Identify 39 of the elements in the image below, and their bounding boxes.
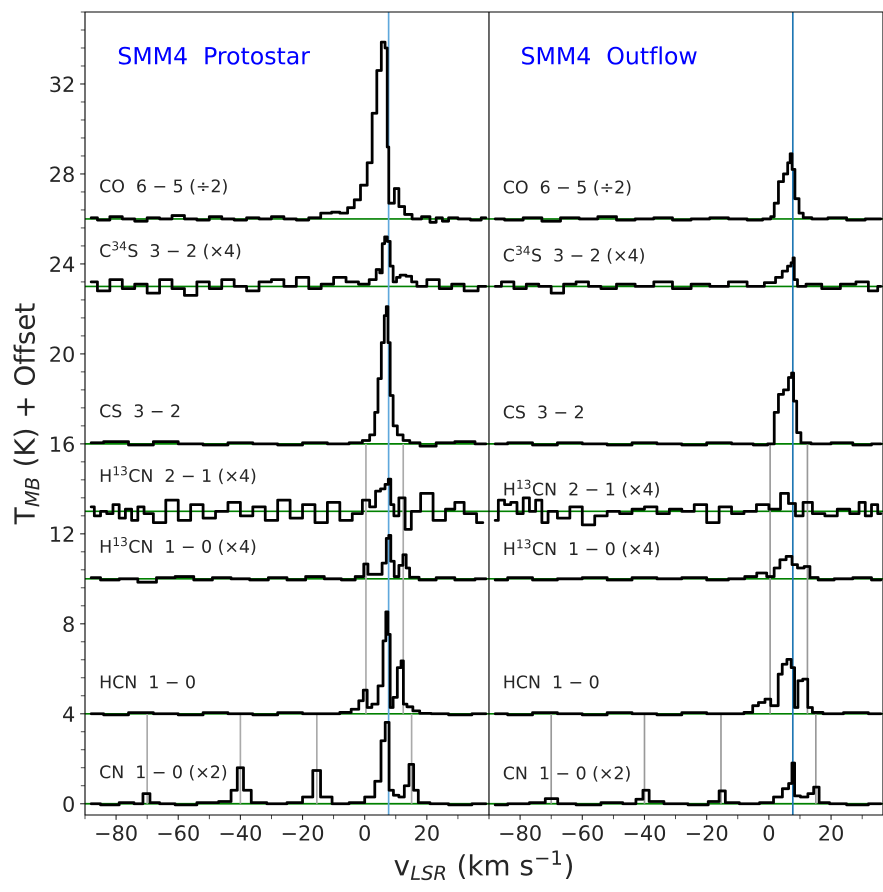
series-label: CN 1 − 0 (×2) [504,766,630,782]
series-label: CO 6 − 5 (÷2) [504,180,630,196]
y-tick-label: 8 [63,616,74,632]
x-tick-label: 20 [819,825,843,841]
series-label: C$^{34}$S 3 − 2 (×4) [100,241,240,260]
series-label: H$^{13}$CN 2 − 1 (×4) [100,466,256,484]
text: SMM4 Outflow [522,46,697,65]
series-label: CS 3 − 2 [100,404,180,418]
x-tick-label: −20 [282,825,324,841]
series-label: HCN 1 − 0 [100,675,195,688]
series-label: CN 1 − 0 (×2) [100,765,226,780]
y-tick-label: 24 [50,256,74,272]
y-tick-label: 0 [63,796,74,812]
series-label: C$^{34}$S 3 − 2 (×4) [504,246,644,264]
series-label: CO 6 − 5 (÷2) [100,179,227,195]
x-tick-label: 20 [415,825,439,841]
series-label: H$^{13}$CN 2 − 1 (×4) [504,480,659,498]
y-tick-label: 32 [50,76,74,92]
series-label: H$^{13}$CN 1 − 0 (×4) [504,539,659,558]
x-tick-label: −80 [96,825,137,841]
x-tick-label: −60 [158,825,199,841]
x-tick-label: −60 [562,825,603,841]
x-tick-label: −40 [624,825,666,841]
series-label: HCN 1 − 0 [504,675,599,688]
x-tick-label: −80 [500,825,541,841]
y-tick-label: 16 [51,436,74,452]
series-label: CS 3 − 2 [504,405,583,419]
x-tick-label: −20 [686,825,728,841]
y-axis-title: T$_{MB}$ (K) + Offset [14,303,40,524]
y-tick-label: 28 [50,166,74,182]
y-tick-label: 20 [50,346,74,362]
text: SMM4 Protostar [118,46,310,65]
x-tick-label: −40 [220,825,261,841]
series-label: H$^{13}$CN 1 − 0 (×4) [100,537,256,555]
x-axis-title: v$_{LSR}$ (km s$^{−1}$) [394,850,572,880]
x-tick-label: 0 [764,825,774,841]
y-tick-label: 12 [51,526,74,542]
y-tick-label: 4 [63,706,74,722]
x-tick-label: 0 [359,825,370,841]
